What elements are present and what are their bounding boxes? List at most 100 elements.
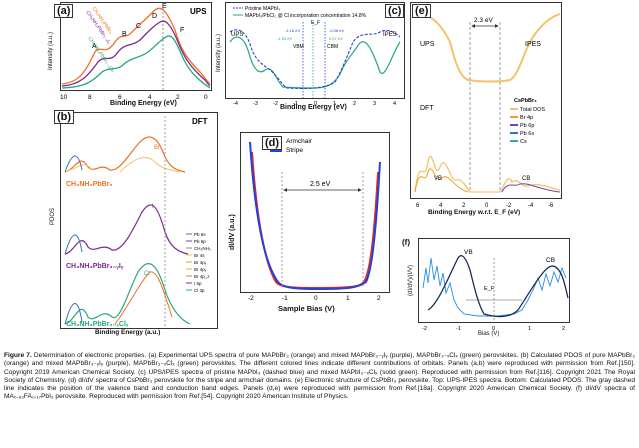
cbm-tag: CBM bbox=[327, 44, 338, 50]
d-stripe-curve bbox=[249, 141, 381, 291]
e-br-curve bbox=[414, 168, 469, 193]
pdos-i-curve bbox=[64, 204, 189, 255]
panel-f-xticks: -2 -1 0 1 2 bbox=[422, 326, 565, 332]
legend-br4px: Br 4pₓ bbox=[194, 260, 207, 265]
panel-b-ylabel: PDOS bbox=[50, 207, 56, 225]
d-xtick-0: 0 bbox=[314, 295, 318, 302]
e-pb-curve bbox=[501, 183, 561, 193]
gap-label-e: 2.3 eV bbox=[474, 17, 493, 24]
legend-br4s: Br 4s bbox=[194, 253, 205, 258]
legend-armchair: Armchair bbox=[286, 138, 313, 145]
panel-a-ylabel: Intensity (a.u.) bbox=[48, 31, 54, 70]
vbm-tag: VBM bbox=[293, 44, 304, 50]
panel-c-ylabel: Intensity (a.u.) bbox=[216, 33, 222, 72]
value-155: -1.55 eV bbox=[277, 36, 292, 41]
legend-cs: Cs bbox=[520, 139, 527, 145]
panel-f-label: (f) bbox=[402, 238, 410, 247]
pdos-cl-orange bbox=[114, 271, 173, 325]
panel-b: DFT Br I Cl CH₃NH₃PbBr₃ CH₃NH₃PbBr₃₋ᵧIᵧ … bbox=[60, 112, 218, 337]
f-xtick-1: 1 bbox=[528, 326, 531, 332]
series-label-br: CH₃NH₃PbBr₃ bbox=[66, 181, 113, 188]
panel-d-ylabel: dI/dV (a.u.) bbox=[229, 214, 236, 250]
panel-a: A B C D E F UPS CH₃NH₃PbBr₃ CH₃NH₃PbBr₃₋… bbox=[60, 2, 212, 107]
e-dos-curve bbox=[414, 155, 561, 193]
f-dark-curve bbox=[427, 255, 569, 318]
d-xtick-m1: -1 bbox=[282, 295, 288, 302]
gap-label-d: 2.5 eV bbox=[310, 181, 331, 188]
panel-c-plot: Pristine MAPbI₃ MAPbI₃/PbCl₂ @ Cl incorp… bbox=[225, 2, 405, 107]
e-xtick-m6: -6 bbox=[548, 203, 554, 209]
c-xtick-1: 1 bbox=[333, 101, 336, 107]
e-xtick-6: 6 bbox=[416, 203, 420, 209]
ef-tag-c: E_F bbox=[311, 20, 320, 26]
panel-e-xticks: 6 4 2 0 -2 -4 -6 bbox=[416, 203, 554, 209]
panel-d-label: (d) bbox=[262, 136, 283, 150]
panel-f: VB CB E_F -2 -1 0 1 2 Bias (V) bbox=[418, 238, 570, 340]
e-xtick-m4: -4 bbox=[528, 203, 534, 209]
peak-c: C bbox=[136, 23, 141, 30]
ups-tag-e: UPS bbox=[420, 41, 435, 48]
x-tick-4: 4 bbox=[148, 94, 152, 101]
panel-b-label: (b) bbox=[54, 110, 75, 124]
peak-f: F bbox=[180, 27, 184, 34]
value-007: 0.07 eV bbox=[329, 36, 343, 41]
ups-purple-curve bbox=[61, 20, 211, 87]
c-xtick-m4: -4 bbox=[233, 101, 238, 107]
peak-d: D bbox=[152, 13, 157, 20]
annotation-i: I bbox=[152, 204, 154, 210]
peak-b: B bbox=[122, 31, 127, 38]
legend-pb6p: Pb 6p bbox=[194, 239, 206, 244]
series-label-i: CH₃NH₃PbBr₃₋ᵧIᵧ bbox=[66, 263, 124, 270]
legend-br4py: Br 4pᵧ bbox=[194, 267, 207, 272]
pdos-cl-blue bbox=[64, 303, 83, 325]
f-xtick-2: 2 bbox=[562, 326, 565, 332]
value-116: -1.16 eV bbox=[285, 28, 300, 33]
ups-green-curve bbox=[61, 35, 211, 89]
e-xtick-4: 4 bbox=[439, 203, 443, 209]
caption-text: Determination of electronic properties. … bbox=[4, 352, 635, 401]
panel-b-legend: Pb 6s Pb 6p CH₃NH₃ Br 4s Br 4pₓ Br 4pᵧ B… bbox=[186, 232, 211, 293]
panel-c-xticks: -4 -3 -2 -1 0 1 2 3 4 bbox=[233, 101, 396, 107]
panel-e-legend: CsPbBr₃ Total DOS Br 4p Pb 6p Pb 6s Cs bbox=[510, 98, 545, 145]
x-tick-6: 6 bbox=[118, 94, 122, 101]
pdos-cl-curve bbox=[64, 262, 191, 325]
legend-ch3nh3: CH₃NH₃ bbox=[194, 246, 211, 251]
f-xtick-m1: -1 bbox=[456, 326, 461, 332]
panel-b-plot: DFT Br I Cl CH₃NH₃PbBr₃ CH₃NH₃PbBr₃₋ᵧIᵧ … bbox=[60, 112, 218, 329]
panel-f-plot: VB CB E_F -2 -1 0 1 2 bbox=[418, 238, 570, 332]
c-xtick-2: 2 bbox=[353, 101, 356, 107]
x-tick-8: 8 bbox=[88, 94, 92, 101]
f-xtick-0: 0 bbox=[492, 326, 495, 332]
d-xtick-1: 1 bbox=[346, 295, 350, 302]
value-008: -0.08 eV bbox=[329, 28, 344, 33]
c-xtick-4: 4 bbox=[393, 101, 396, 107]
e-xtick-0: 0 bbox=[485, 203, 489, 209]
c-blue-curve bbox=[229, 29, 401, 90]
vb-tag-f: VB bbox=[464, 249, 473, 256]
c-xtick-m2: -2 bbox=[273, 101, 278, 107]
pdos-i-blue bbox=[64, 234, 83, 255]
legend-cl3p: Cl 3p bbox=[194, 288, 205, 293]
series-label-cl: CH₃NH₃PbBr₃₋ₓClₓ bbox=[66, 321, 129, 328]
d-xtick-m2: -2 bbox=[248, 295, 254, 302]
d-xtick-2: 2 bbox=[377, 295, 381, 302]
x-tick-0: 0 bbox=[204, 94, 208, 101]
dft-tag-e: DFT bbox=[420, 105, 434, 112]
panel-c-label: (c) bbox=[385, 4, 405, 18]
f-light-blue-curve bbox=[422, 257, 567, 317]
panel-a-label: (a) bbox=[54, 4, 74, 18]
legend-mixed: MAPbI₃/PbCl₂ @ Cl incorporation concentr… bbox=[245, 13, 367, 19]
c-xtick-m3: -3 bbox=[253, 101, 258, 107]
ipes-tag-e: IPES bbox=[525, 41, 541, 48]
panel-d-xlabel: Sample Bias (V) bbox=[278, 304, 335, 313]
panel-f-xlabel: Bias (V) bbox=[478, 331, 500, 337]
x-tick-2: 2 bbox=[176, 94, 180, 101]
legend-br4pz: Br 4p_z bbox=[194, 274, 210, 279]
legend-pb6p-e: Pb 6p bbox=[520, 123, 534, 129]
ups-tag: UPS bbox=[190, 7, 207, 16]
panel-b-xlabel: Binding Energy (a.u.) bbox=[95, 329, 161, 336]
panel-d-plot: Armchair Stripe 2.5 eV -2 -1 0 1 2 bbox=[240, 132, 390, 302]
c-xtick-m1: -1 bbox=[293, 101, 298, 107]
peak-e: E bbox=[162, 3, 167, 10]
figure-caption: Figure 7. Determination of electronic pr… bbox=[4, 352, 635, 402]
